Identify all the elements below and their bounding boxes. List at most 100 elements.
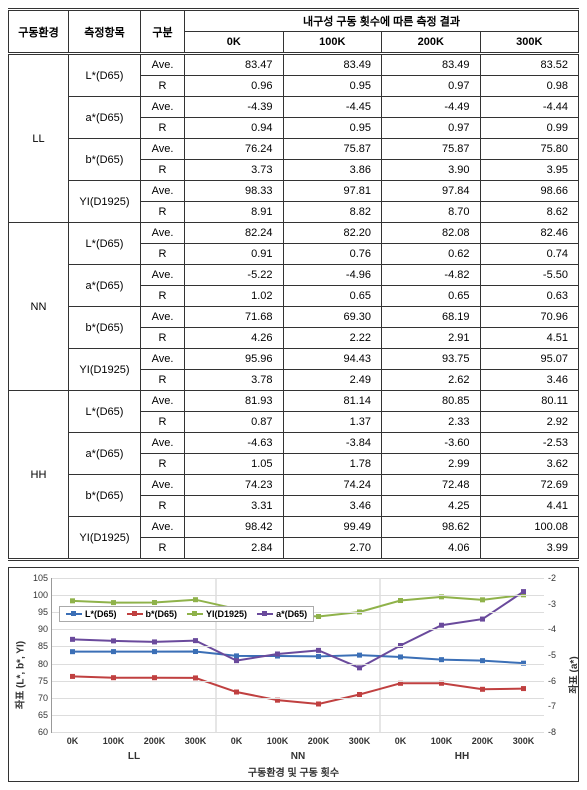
y-right-tick: -7 <box>548 701 570 711</box>
value-cell: 0.91 <box>185 244 284 265</box>
x-tick: 200K <box>144 736 166 746</box>
th-200k: 200K <box>382 32 481 54</box>
type-cell: R <box>141 454 185 475</box>
value-cell: 82.08 <box>382 223 481 244</box>
value-cell: 4.06 <box>382 538 481 560</box>
legend-item: L*(D65) <box>66 609 117 619</box>
x-tick: 300K <box>513 736 535 746</box>
legend: L*(D65)b*(D65)YI(D1925)a*(D65) <box>59 606 314 622</box>
value-cell: 4.51 <box>480 328 579 349</box>
value-cell: 95.96 <box>185 349 284 370</box>
value-cell: 83.47 <box>185 54 284 76</box>
value-cell: 83.49 <box>283 54 382 76</box>
value-cell: 0.87 <box>185 412 284 433</box>
value-cell: 2.84 <box>185 538 284 560</box>
value-cell: 95.07 <box>480 349 579 370</box>
type-cell: R <box>141 370 185 391</box>
x-tick: 100K <box>267 736 289 746</box>
value-cell: 74.23 <box>185 475 284 496</box>
type-cell: R <box>141 328 185 349</box>
y-left-tick: 105 <box>20 573 48 583</box>
y-axis-right-title: 좌표 (a*) <box>565 656 580 693</box>
value-cell: 98.33 <box>185 181 284 202</box>
th-300k: 300K <box>480 32 579 54</box>
value-cell: 83.52 <box>480 54 579 76</box>
value-cell: 98.66 <box>480 181 579 202</box>
x-tick: 300K <box>349 736 371 746</box>
x-group: NN <box>291 751 305 762</box>
value-cell: 76.24 <box>185 139 284 160</box>
x-tick: 300K <box>185 736 207 746</box>
y-left-tick: 95 <box>20 607 48 617</box>
value-cell: -4.44 <box>480 97 579 118</box>
value-cell: -3.84 <box>283 433 382 454</box>
metric-cell: b*(D65) <box>69 307 141 349</box>
metric-cell: L*(D65) <box>69 223 141 265</box>
value-cell: 1.37 <box>283 412 382 433</box>
y-left-tick: 65 <box>20 710 48 720</box>
value-cell: 8.62 <box>480 202 579 223</box>
type-cell: Ave. <box>141 181 185 202</box>
y-left-tick: 60 <box>20 727 48 737</box>
value-cell: 100.08 <box>480 517 579 538</box>
type-cell: R <box>141 244 185 265</box>
value-cell: -4.63 <box>185 433 284 454</box>
value-cell: 0.63 <box>480 286 579 307</box>
value-cell: -3.60 <box>382 433 481 454</box>
value-cell: 3.99 <box>480 538 579 560</box>
value-cell: 0.65 <box>283 286 382 307</box>
metric-cell: a*(D65) <box>69 433 141 475</box>
type-cell: Ave. <box>141 307 185 328</box>
type-cell: Ave. <box>141 97 185 118</box>
value-cell: 1.02 <box>185 286 284 307</box>
value-cell: 94.43 <box>283 349 382 370</box>
metric-cell: a*(D65) <box>69 97 141 139</box>
x-tick: 200K <box>308 736 330 746</box>
y-left-tick: 75 <box>20 676 48 686</box>
y-left-tick: 100 <box>20 590 48 600</box>
value-cell: 75.87 <box>283 139 382 160</box>
x-tick: 200K <box>472 736 494 746</box>
type-cell: R <box>141 118 185 139</box>
value-cell: 3.46 <box>480 370 579 391</box>
value-cell: 82.46 <box>480 223 579 244</box>
value-cell: 1.05 <box>185 454 284 475</box>
value-cell: 99.49 <box>283 517 382 538</box>
value-cell: 8.82 <box>283 202 382 223</box>
type-cell: R <box>141 160 185 181</box>
value-cell: 2.91 <box>382 328 481 349</box>
value-cell: 75.80 <box>480 139 579 160</box>
value-cell: 80.85 <box>382 391 481 412</box>
type-cell: R <box>141 76 185 97</box>
value-cell: 0.65 <box>382 286 481 307</box>
th-0k: 0K <box>185 32 284 54</box>
metric-cell: L*(D65) <box>69 391 141 433</box>
value-cell: 69.30 <box>283 307 382 328</box>
value-cell: 3.90 <box>382 160 481 181</box>
value-cell: 2.33 <box>382 412 481 433</box>
type-cell: Ave. <box>141 54 185 76</box>
x-axis-title: 구동환경 및 구동 횟수 <box>248 764 339 779</box>
y-right-tick: -2 <box>548 573 570 583</box>
th-metric: 측정항목 <box>69 10 141 54</box>
value-cell: 2.22 <box>283 328 382 349</box>
metric-cell: YI(D1925) <box>69 349 141 391</box>
type-cell: Ave. <box>141 517 185 538</box>
value-cell: 82.20 <box>283 223 382 244</box>
value-cell: 72.69 <box>480 475 579 496</box>
legend-item: YI(D1925) <box>187 609 247 619</box>
y-right-tick: -3 <box>548 599 570 609</box>
value-cell: 3.78 <box>185 370 284 391</box>
type-cell: Ave. <box>141 223 185 244</box>
value-cell: 0.62 <box>382 244 481 265</box>
legend-item: b*(D65) <box>127 609 178 619</box>
type-cell: R <box>141 496 185 517</box>
env-cell: LL <box>9 54 69 223</box>
value-cell: 1.78 <box>283 454 382 475</box>
value-cell: 74.24 <box>283 475 382 496</box>
value-cell: 71.68 <box>185 307 284 328</box>
chart-lines <box>52 578 544 732</box>
value-cell: 4.25 <box>382 496 481 517</box>
value-cell: 97.81 <box>283 181 382 202</box>
x-tick: 100K <box>103 736 125 746</box>
